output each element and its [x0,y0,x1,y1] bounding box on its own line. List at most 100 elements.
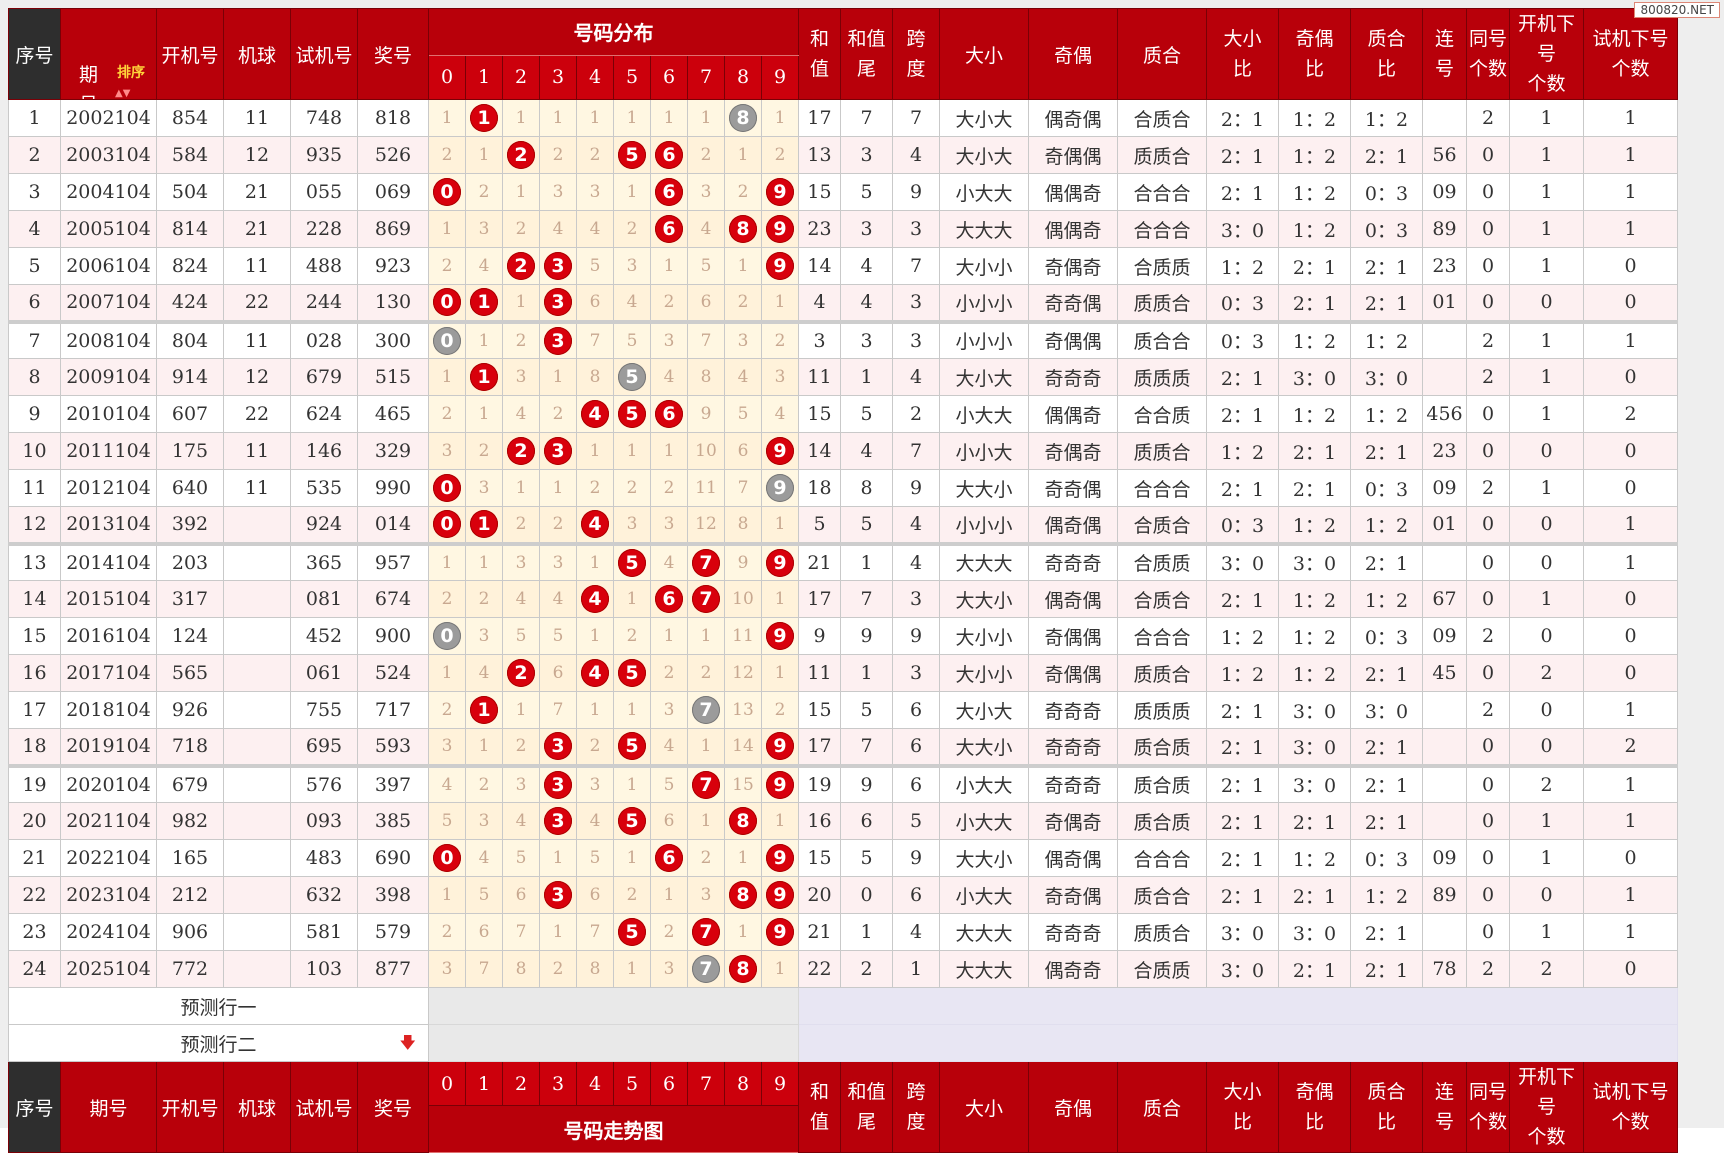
cell-trial: 924 [290,506,358,544]
cell-prize: 717 [357,691,429,729]
dist-cell-miss: 4 [465,247,503,285]
cell-size: 大大小 [939,839,1029,877]
dist-cell-miss: 1 [650,432,688,470]
dist-cell-miss: 1 [761,654,799,692]
cell-pr: 2：1 [1278,469,1351,507]
cell-same: 0 [1466,839,1510,877]
sort-label[interactable]: 排序 [117,65,145,81]
dist-cell-miss: 2 [465,173,503,211]
dist-cell-miss: 1 [761,580,799,618]
cell-tail: 6 [840,802,893,840]
cell-parity: 奇奇偶 [1028,284,1118,322]
cell-size: 小小小 [939,506,1029,544]
cell-prize: 818 [357,99,429,137]
header-period-sort[interactable]: 期 号 排序 ▲▼ [60,8,157,100]
cell-trial: 028 [290,319,358,359]
dist-cell-miss: 1 [428,654,466,692]
cell-machine [223,691,291,729]
dist-cell-miss: 11 [687,469,725,507]
dist-cell-miss: 1 [539,469,577,507]
prize-ball: 6 [655,844,683,872]
dist-cell: 3 [539,876,577,914]
prize-ball: 4 [581,510,609,539]
cell-qr: 2：1 [1350,432,1423,470]
prize-ball: 3 [544,881,572,909]
dist-cell-miss: 2 [576,728,614,766]
dist-cell: 4 [576,395,614,433]
cell-parity: 偶偶奇 [1028,395,1118,433]
dist-cell: 0 [428,284,466,322]
cell-prime: 合质质 [1117,247,1207,285]
prize-ball: 0 [433,510,461,539]
cell-open: 914 [156,358,224,396]
cell-parity: 偶奇偶 [1028,839,1118,877]
dist-cell: 2 [502,432,540,470]
cell-period: 2008104 [60,319,157,359]
cell-period: 2020104 [60,763,157,803]
cell-consec [1422,691,1467,729]
cell-prize: 690 [357,839,429,877]
cell-trial: 935 [290,136,358,174]
trial-ball: 0 [433,326,461,355]
cell-tail: 7 [840,580,893,618]
cell-prime: 合质质 [1117,541,1207,581]
dist-cell-miss: 6 [539,654,577,692]
dist-cell: 4 [576,654,614,692]
dist-cell-miss: 2 [687,839,725,877]
prize-ball: 9 [766,178,794,206]
cell-tail: 9 [840,617,893,655]
cell-same: 0 [1466,802,1510,840]
prediction-row-1-cells[interactable] [428,987,799,1025]
dist-cell: 9 [761,839,799,877]
header-consecutive: 连号 [1422,8,1467,100]
cell-prime: 合质合 [1117,580,1207,618]
cell-tn: 0 [1583,580,1678,618]
dist-cell-miss: 2 [428,136,466,174]
cell-sr: 3：0 [1206,210,1279,248]
cell-seq: 12 [8,506,61,544]
cell-tn: 1 [1583,541,1678,581]
cell-on: 0 [1509,541,1584,581]
prize-ball: 9 [766,622,794,650]
cell-seq: 6 [8,284,61,322]
prediction-row-2-cells[interactable] [428,1024,799,1062]
header-digit-2: 2 [502,54,540,101]
prediction-row-1-label[interactable]: 预测行一 [8,987,429,1025]
dist-cell-miss: 5 [502,839,540,877]
cell-span: 6 [892,691,940,729]
header-size: 大小 [939,8,1029,100]
cell-parity: 奇奇奇 [1028,763,1118,803]
footer-tail: 和值尾 [840,1061,893,1153]
trial-ball: 0 [433,622,461,650]
header-digit-8: 8 [724,54,762,101]
dist-cell-miss: 1 [502,173,540,211]
cell-seq: 10 [8,432,61,470]
cell-sum: 18 [798,469,841,507]
footer-trend-title: 号码走势图 [428,1105,799,1153]
prediction-row-2-label[interactable]: 预测行二 🡇 [8,1024,429,1062]
arrow-down-icon[interactable]: 🡇 [399,1033,416,1052]
cell-sr: 1：2 [1206,432,1279,470]
prize-ball: 0 [433,844,461,872]
cell-sr: 0：3 [1206,506,1279,544]
footer-digit-5: 5 [613,1060,651,1107]
cell-span: 4 [892,136,940,174]
dist-cell-miss: 4 [724,358,762,396]
dist-cell: 9 [761,432,799,470]
dist-cell: 4 [576,506,614,544]
cell-qr: 0：3 [1350,617,1423,655]
dist-cell: 0 [428,839,466,877]
cell-same: 0 [1466,763,1510,803]
cell-span: 9 [892,469,940,507]
cell-prize: 877 [357,950,429,988]
cell-size: 小大大 [939,395,1029,433]
table-row: 3 2004104 504 21 055 069 0 2 1 3 3 1 6 3 2 9 15 5 9 小大大 偶偶奇合… [8,173,1678,211]
cell-parity: 偶偶奇 [1028,210,1118,248]
sort-arrows-icon[interactable]: ▲▼ [115,88,131,99]
dist-cell: 0 [428,506,466,544]
dist-cell: 5 [613,395,651,433]
prize-ball: 8 [729,807,757,835]
dist-cell-miss: 4 [465,654,503,692]
cell-trial: 488 [290,247,358,285]
dist-cell: 9 [761,541,799,581]
